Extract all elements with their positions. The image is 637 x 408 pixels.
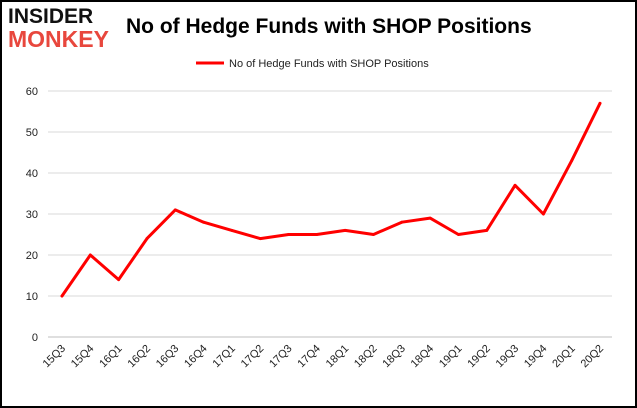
x-tick-label: 16Q2 — [126, 343, 154, 371]
x-tick-label: 17Q1 — [210, 343, 238, 371]
series-line — [60, 101, 602, 298]
data-point — [173, 208, 177, 212]
data-point — [88, 253, 92, 257]
data-point — [457, 233, 460, 236]
data-point — [343, 229, 347, 232]
data-point — [60, 294, 64, 298]
x-tick-label: 17Q4 — [295, 343, 323, 371]
data-point — [117, 278, 121, 281]
data-point — [598, 101, 602, 105]
x-tick-label: 20Q2 — [579, 343, 607, 371]
y-tick-label: 0 — [32, 332, 38, 344]
x-tick-label: 15Q3 — [41, 343, 69, 371]
data-point — [315, 233, 319, 236]
data-point — [145, 237, 149, 241]
insider-monkey-logo: INSIDER MONKEY — [8, 6, 118, 52]
legend-label: No of Hedge Funds with SHOP Positions — [229, 58, 429, 70]
data-point — [372, 233, 375, 236]
data-point — [541, 212, 545, 216]
data-point — [570, 159, 574, 163]
x-tick-label: 15Q4 — [69, 343, 97, 371]
y-tick-label: 10 — [26, 291, 38, 303]
data-point — [428, 216, 432, 220]
logo-line-1: INSIDER — [8, 5, 94, 28]
data-point — [485, 229, 489, 232]
chart-title: No of Hedge Funds with SHOP Positions — [126, 15, 532, 38]
data-point — [258, 237, 262, 241]
x-tick-label: 16Q1 — [97, 343, 125, 371]
x-tick-label: 19Q1 — [437, 343, 465, 371]
x-tick-label: 17Q3 — [267, 343, 295, 371]
x-tick-label: 18Q2 — [352, 343, 380, 371]
legend: No of Hedge Funds with SHOP Positions — [196, 58, 429, 70]
x-tick-label: 19Q3 — [494, 343, 522, 371]
data-point — [202, 220, 205, 224]
data-point — [400, 220, 404, 224]
y-tick-label: 50 — [26, 127, 38, 139]
x-tick-label: 19Q2 — [465, 343, 493, 371]
data-point — [230, 229, 234, 232]
x-tick-label: 18Q3 — [380, 343, 408, 371]
x-axis-ticks: 15Q3 15Q4 16Q1 16Q2 16Q3 16Q4 17Q1 17Q2 17Q3 17Q4… — [41, 343, 607, 371]
x-tick-label: 18Q1 — [324, 343, 352, 371]
y-tick-label: 40 — [26, 168, 38, 180]
x-tick-label: 16Q4 — [182, 343, 210, 371]
grid-lines — [48, 90, 612, 297]
y-tick-label: 30 — [26, 209, 38, 221]
y-tick-label: 60 — [26, 86, 38, 98]
y-tick-label: 20 — [26, 250, 38, 262]
x-tick-label: 16Q3 — [154, 343, 182, 371]
x-tick-label: 17Q2 — [239, 343, 267, 371]
x-tick-label: 20Q1 — [550, 343, 578, 371]
x-tick-label: 18Q4 — [409, 343, 437, 371]
data-point — [287, 233, 290, 236]
x-tick-label: 19Q4 — [522, 343, 550, 371]
logo-line-2: MONKEY — [8, 26, 109, 52]
y-axis-ticks: 0 10 20 30 40 50 60 — [26, 86, 38, 344]
series-layer — [60, 101, 602, 298]
data-point — [513, 183, 517, 187]
